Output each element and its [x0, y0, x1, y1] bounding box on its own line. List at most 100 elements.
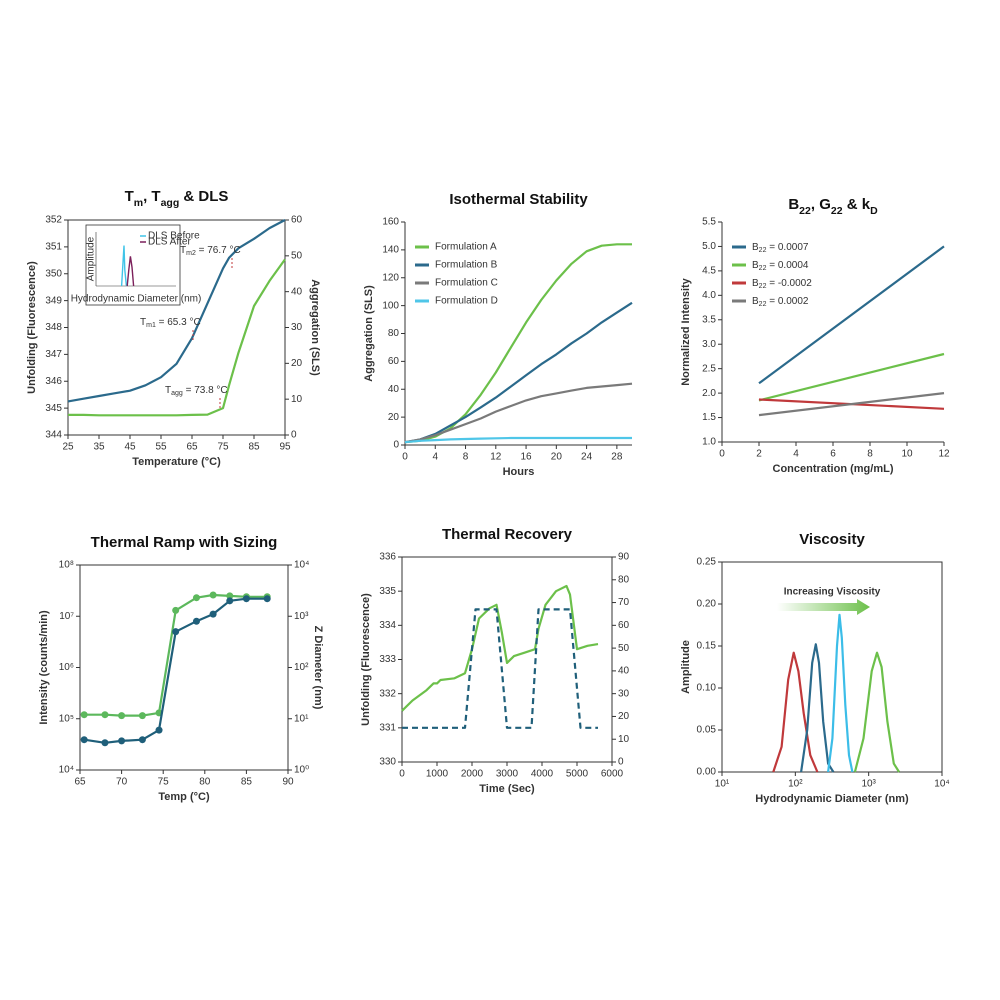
y2-tick-label: 70: [618, 597, 630, 608]
x-tick-label: 0: [402, 452, 408, 463]
x-tick-label: 75: [217, 442, 229, 453]
y-tick-label: 140: [382, 245, 399, 256]
series-line: [404, 382, 633, 444]
x-axis-label: Temperature (°C): [132, 456, 221, 468]
point: [138, 736, 146, 744]
y-tick-label: 100: [382, 300, 399, 311]
y-tick-label: 348: [45, 322, 62, 333]
y-tick-label: 0.15: [697, 641, 717, 652]
text-part: 22: [799, 205, 811, 217]
y2-tick-label: 10³: [294, 611, 309, 622]
x-tick-label: 4: [432, 452, 438, 463]
point: [80, 711, 88, 719]
x-tick-label: 10³: [861, 779, 876, 790]
y-tick-label: 60: [388, 356, 400, 367]
y-tick-label: 333: [379, 654, 396, 665]
x-tick-label: 6000: [601, 769, 624, 780]
chart-title: Thermal Ramp with Sizing: [91, 534, 278, 551]
text-part: = 65.3 °C: [156, 317, 201, 328]
legend-label: Formulation A: [435, 242, 497, 253]
x-tick-label: 10: [901, 449, 913, 460]
y2-tick-label: 50: [291, 250, 303, 261]
chart-title: Viscosity: [799, 531, 865, 548]
y-tick-label: 10⁵: [59, 713, 74, 724]
y-tick-label: 20: [388, 412, 400, 423]
y-tick-label: 344: [45, 430, 62, 441]
series-line: [758, 392, 945, 417]
text-part: 22: [759, 283, 767, 290]
y-tick-label: 5.0: [702, 241, 716, 252]
y-tick-label: 0.00: [697, 767, 717, 778]
text-part: m2: [186, 250, 196, 257]
x-tick-label: 4000: [531, 769, 554, 780]
y-tick-label: 10⁴: [59, 765, 74, 776]
y-axis-label: Unfolding (Fluorescence): [26, 261, 38, 394]
point: [209, 610, 217, 618]
y-tick-label: 1.5: [702, 412, 716, 423]
text-part: agg: [161, 197, 180, 209]
text-part: D: [870, 205, 878, 217]
x-tick-label: 2: [756, 449, 762, 460]
point: [192, 617, 200, 625]
inset-y-label: Amplitude: [86, 236, 97, 281]
series-line: [84, 597, 268, 744]
y2-tick-label: 20: [291, 358, 303, 369]
point: [101, 739, 109, 747]
series-line: [827, 613, 854, 773]
x-tick-label: 0: [399, 769, 405, 780]
y-tick-label: 352: [45, 215, 62, 226]
y2-tick-label: 50: [618, 643, 630, 654]
point: [192, 594, 200, 602]
y-tick-label: 120: [382, 272, 399, 283]
y-tick-label: 347: [45, 349, 62, 360]
x-tick-label: 65: [186, 442, 198, 453]
y-tick-label: 40: [388, 384, 400, 395]
point: [80, 736, 88, 744]
point: [138, 712, 146, 720]
y-tick-label: 331: [379, 722, 396, 733]
y-tick-label: 346: [45, 376, 62, 387]
y-tick-label: 0: [393, 440, 399, 451]
text-part: = 0.0004: [766, 260, 808, 271]
text-part: T: [140, 317, 146, 328]
text-part: = 0.0007: [766, 242, 808, 253]
x-axis-label: Temp (°C): [158, 791, 210, 803]
x-tick-label: 1000: [426, 769, 449, 780]
series-line: [404, 436, 632, 444]
y-tick-label: 3.5: [702, 314, 716, 325]
x-tick-label: 35: [93, 442, 105, 453]
y-tick-label: 0.25: [697, 557, 717, 568]
y-tick-label: 336: [379, 552, 396, 563]
y-axis-label: Amplitude: [680, 640, 692, 694]
y2-tick-label: 80: [618, 574, 630, 585]
text-part: T: [165, 385, 171, 396]
text-part: T: [125, 188, 134, 205]
legend-label: Formulation D: [435, 296, 498, 307]
series-line: [68, 258, 286, 417]
x-tick-label: 70: [116, 777, 128, 788]
y2-axis-label: Z Diameter (nm): [312, 626, 324, 710]
y2-tick-label: 10: [291, 394, 303, 405]
text-part: B: [752, 278, 759, 289]
text-part: 22: [831, 205, 843, 217]
y-tick-label: 10⁸: [59, 560, 74, 571]
text-part: = -0.0002: [766, 278, 812, 289]
x-tick-label: 90: [282, 777, 294, 788]
y-tick-label: 2.5: [702, 363, 716, 374]
series-line: [772, 651, 819, 773]
inset-legend-label: DLS Before: [148, 231, 200, 242]
x-tick-label: 25: [62, 442, 74, 453]
annotation: Increasing Viscosity: [784, 587, 881, 598]
x-axis-label: Hours: [503, 466, 535, 478]
x-tick-label: 28: [611, 452, 623, 463]
inset-legend-label: DLS After: [148, 237, 191, 248]
x-tick-label: 4: [793, 449, 799, 460]
x-tick-label: 2000: [461, 769, 484, 780]
series-line: [800, 643, 835, 773]
x-tick-label: 5000: [566, 769, 589, 780]
x-tick-label: 20: [551, 452, 563, 463]
y2-tick-label: 30: [291, 322, 303, 333]
y-tick-label: 334: [379, 620, 396, 631]
y-axis-label: Aggregation (SLS): [363, 285, 375, 382]
y2-tick-label: 0: [618, 757, 624, 768]
